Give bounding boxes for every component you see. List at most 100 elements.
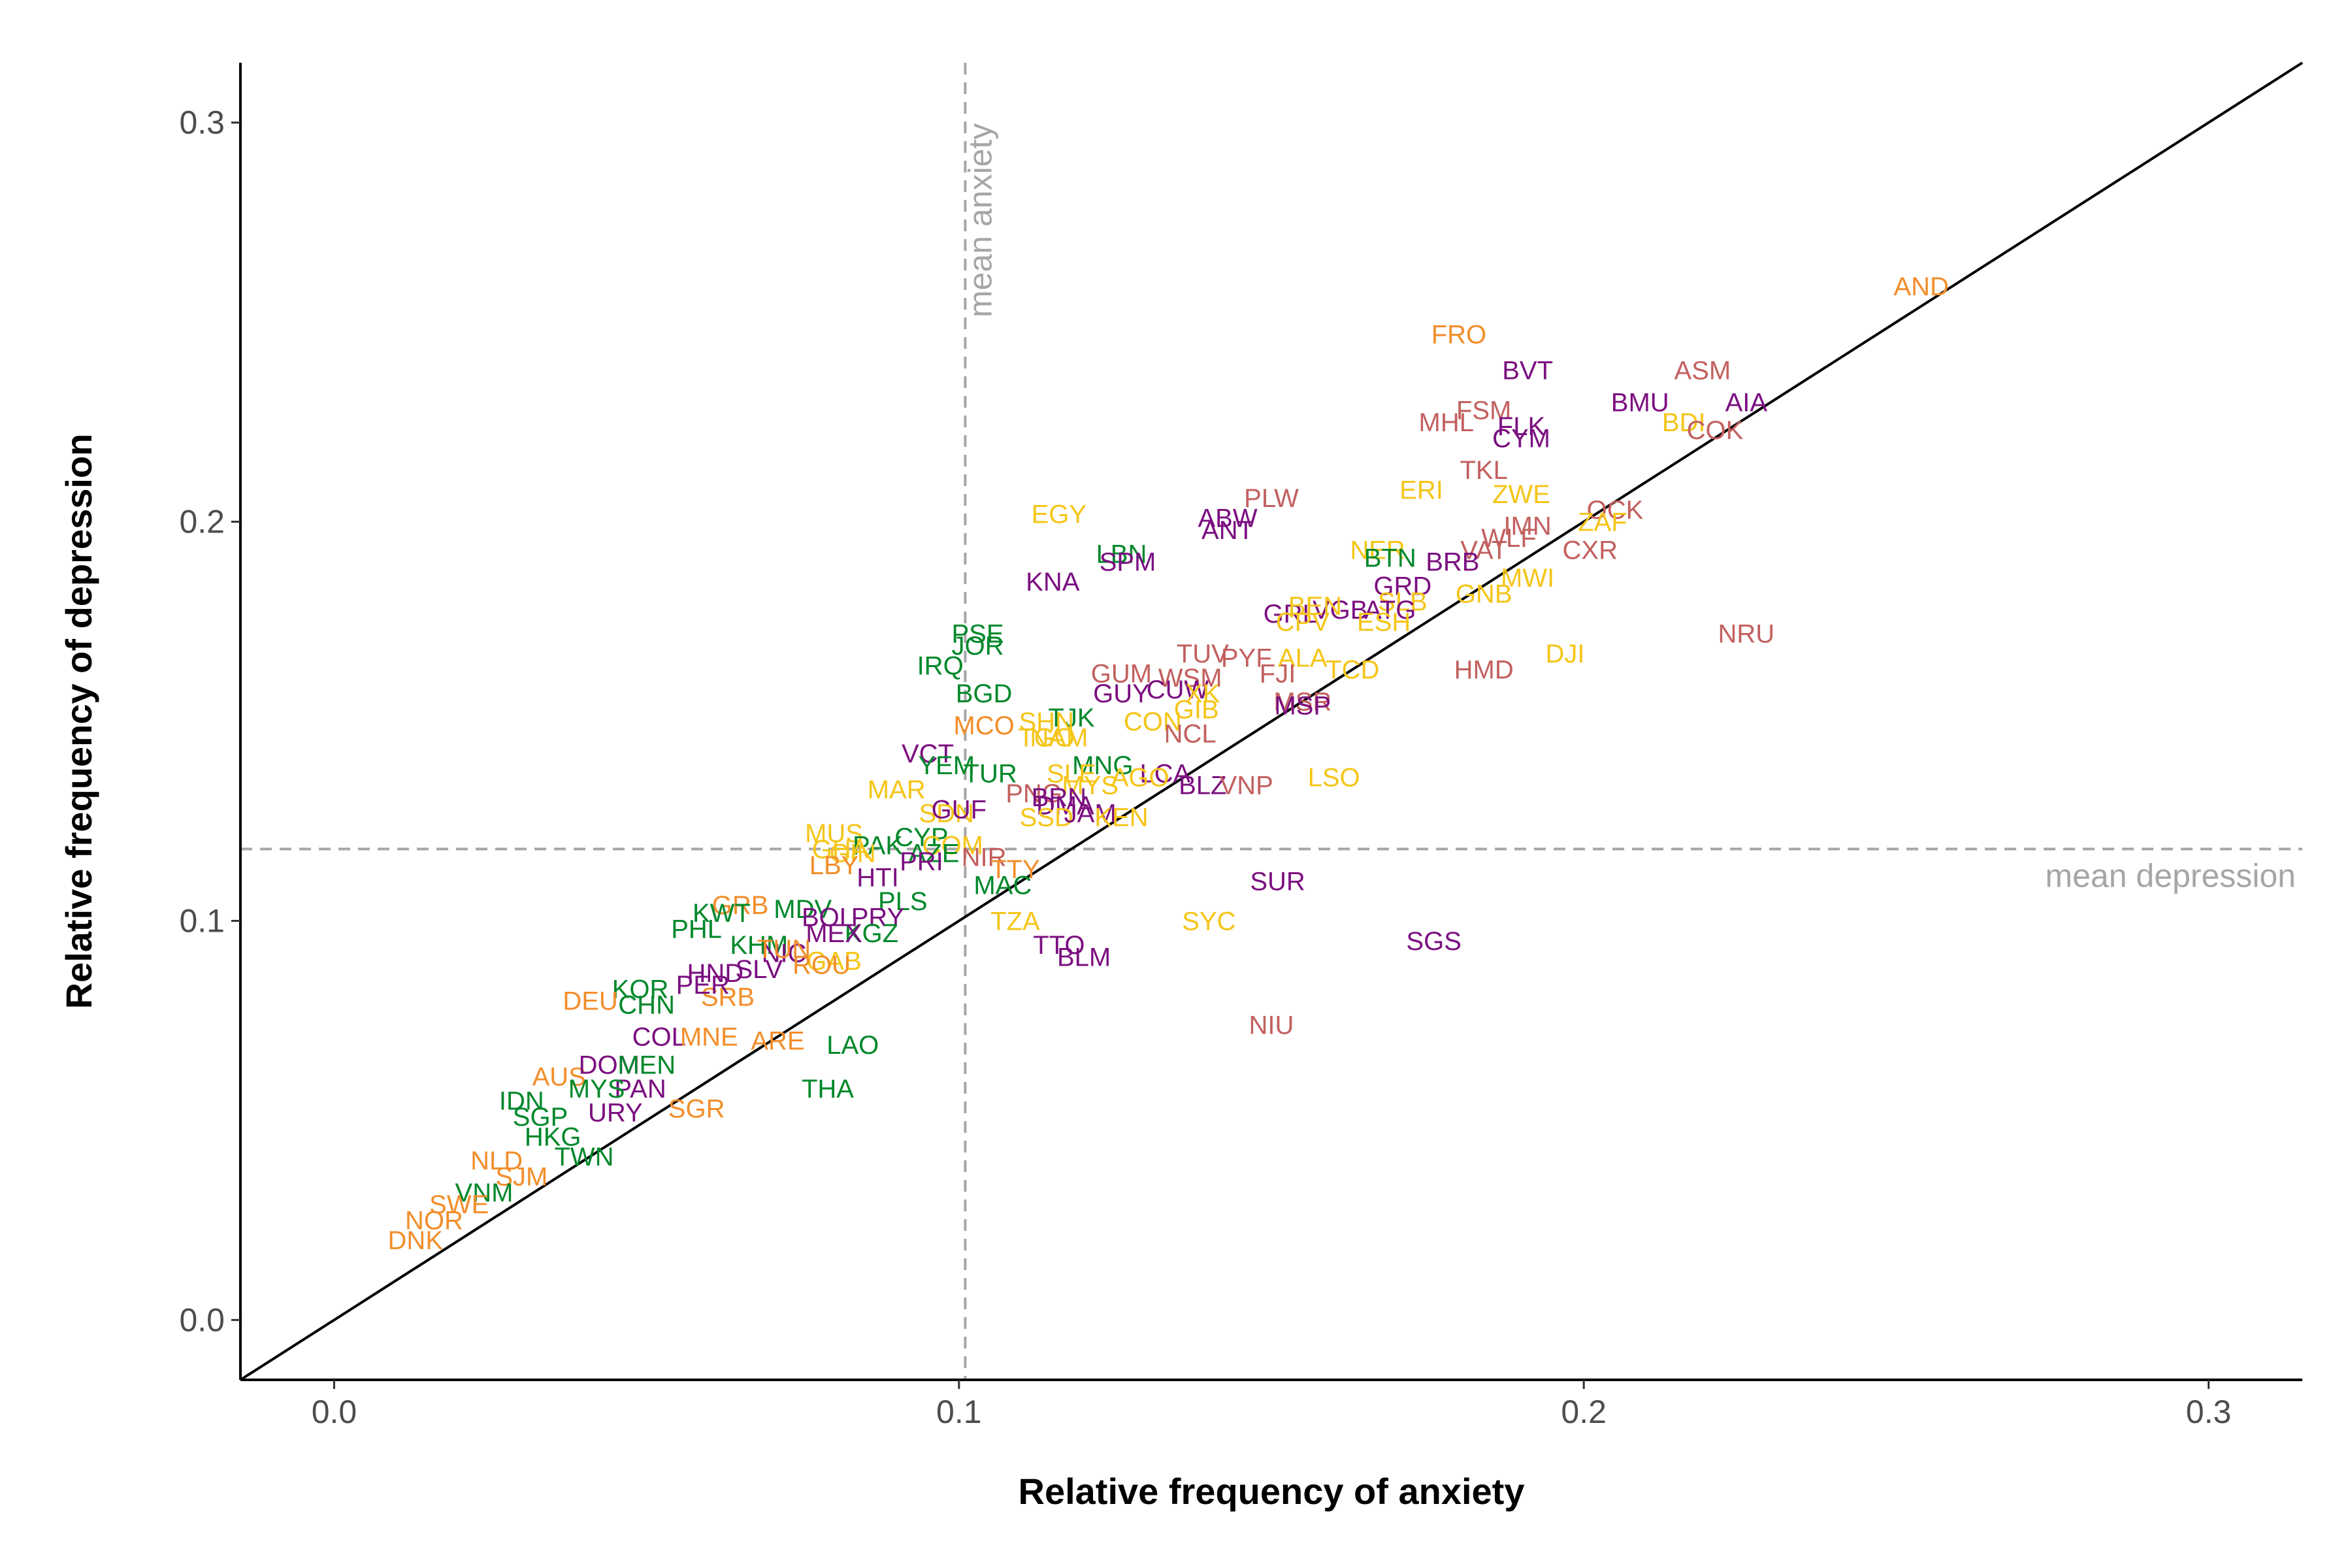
mean-anxiety-label: mean anxiety	[962, 123, 998, 318]
point-label-cym: CYM	[1492, 424, 1550, 453]
point-label-zwe: ZWE	[1492, 480, 1550, 509]
point-label-ssd: SSD	[1020, 804, 1073, 832]
x-tick-label: 0.1	[936, 1394, 982, 1430]
point-label-tza: TZA	[990, 907, 1040, 936]
point-label-png: PNG	[1005, 779, 1062, 808]
point-label-tjk: TJK	[1048, 704, 1094, 732]
point-label-jam: JAM	[1064, 800, 1117, 828]
point-label-imn: IMN	[1503, 512, 1551, 541]
point-label-yem: YEM	[918, 751, 975, 780]
point-label-kor: KOR	[612, 975, 669, 1004]
point-label-rou: ROU	[792, 951, 851, 980]
y-tick-label: 0.0	[179, 1301, 225, 1338]
point-label-lby: LBY	[809, 851, 859, 880]
point-label-aze: AZE	[909, 840, 960, 868]
point-label-kna: KNA	[1026, 568, 1080, 596]
point-label-syc: SYC	[1182, 907, 1235, 936]
point-label-tgo: TGO	[1018, 723, 1075, 752]
point-label-lso: LSO	[1308, 764, 1360, 792]
point-label-mex: MEX	[806, 919, 862, 948]
point-label-mwi: MWI	[1501, 564, 1554, 593]
point-label-aia: AIA	[1725, 388, 1768, 417]
point-label-mco: MCO	[953, 711, 1014, 740]
point-label-tun: TUN	[757, 935, 811, 964]
point-label-gib: GIB	[1174, 696, 1219, 725]
point-label-asm: ASM	[1674, 356, 1731, 385]
point-label-gum: GUM	[1091, 660, 1152, 689]
point-label-mne: MNE	[680, 1023, 738, 1052]
point-label-grl: GRL	[1264, 600, 1317, 629]
point-label-slb: SLB	[1378, 588, 1428, 617]
point-label-vnm: VNM	[455, 1179, 514, 1207]
point-label-gha: GHA	[812, 835, 869, 864]
point-label-and: AND	[1893, 272, 1948, 301]
y-axis-ticks: 0.0 0.1 0.2 0.3	[179, 105, 240, 1338]
y-tick-label: 0.1	[179, 902, 225, 939]
point-label-grb: GRB	[712, 891, 769, 920]
point-label-cok: COK	[1687, 416, 1744, 445]
point-label-flk: FLK	[1497, 412, 1546, 441]
y-axis-title: Relative frequency of depression	[58, 434, 99, 1009]
point-label-fsm: FSM	[1456, 396, 1511, 425]
point-label-vnp: VNP	[1220, 772, 1273, 800]
point-label-pak: PAK	[853, 831, 903, 860]
point-label-dji: DJI	[1545, 640, 1584, 668]
point-label-nir: NIR	[962, 843, 1007, 872]
point-label-sur: SUR	[1250, 867, 1305, 896]
point-label-pls: PLS	[878, 887, 928, 916]
point-label-ben: BEN	[1288, 592, 1342, 621]
point-label-nam: NAM	[1030, 723, 1088, 752]
point-label-twn: TWN	[554, 1143, 613, 1171]
point-label-dma: DMA	[1036, 791, 1094, 820]
point-label-jor: JOR	[952, 632, 1004, 661]
y-tick-label: 0.3	[179, 105, 225, 141]
point-label-nld: NLD	[470, 1147, 523, 1175]
point-label-xk: XK	[1185, 679, 1220, 708]
point-label-msp: MSP	[1274, 692, 1331, 721]
point-label-ury: URY	[588, 1099, 643, 1128]
point-label-pri: PRI	[900, 847, 943, 876]
point-label-are: ARE	[751, 1027, 804, 1056]
point-label-btn: BTN	[1364, 544, 1416, 573]
point-label-blz: BLZ	[1179, 772, 1226, 800]
point-label-chn: CHN	[618, 991, 675, 1020]
point-label-mar: MAR	[868, 776, 926, 804]
point-label-ken: KEN	[1094, 804, 1148, 832]
point-label-sgr: SGR	[668, 1095, 725, 1124]
point-label-tty: TTY	[990, 855, 1040, 884]
point-label-cuw: CUW	[1147, 676, 1209, 704]
point-label-brb: BRB	[1426, 548, 1479, 577]
point-label-hti: HTI	[857, 863, 898, 892]
point-label-gin: GIN	[830, 840, 876, 868]
point-label-atg: ATG	[1364, 596, 1416, 625]
point-label-sgs: SGS	[1406, 927, 1461, 956]
point-label-dnk: DNK	[388, 1226, 444, 1255]
point-label-hkg: HKG	[525, 1122, 581, 1151]
point-label-irq: IRQ	[917, 651, 964, 680]
point-label-con: CON	[1124, 708, 1182, 736]
point-label-spm: SPM	[1100, 548, 1156, 577]
point-label-mdv: MDV	[774, 895, 832, 924]
point-label-grd: GRD	[1373, 572, 1431, 600]
point-label-men: MEN	[617, 1051, 676, 1079]
point-label-sdn: SDN	[919, 800, 973, 828]
point-label-pyf: PYF	[1221, 644, 1272, 672]
point-label-bgd: BGD	[956, 679, 1013, 708]
point-label-bdi: BDI	[1662, 408, 1706, 437]
point-label-mng: MNG	[1072, 751, 1133, 780]
point-label-ago: AGO	[1111, 764, 1169, 792]
point-label-dom: DOM	[579, 1051, 640, 1079]
point-label-lao: LAO	[826, 1031, 879, 1060]
point-label-pan: PAN	[614, 1075, 666, 1103]
point-label-cxr: CXR	[1563, 536, 1618, 564]
point-label-com: COM	[923, 831, 983, 860]
point-label-mys: MYS	[1062, 772, 1119, 800]
point-label-cpv: CPV	[1276, 608, 1330, 636]
point-label-blm: BLM	[1057, 943, 1111, 972]
point-label-idn: IDN	[499, 1086, 544, 1115]
point-label-zaf: ZAF	[1578, 508, 1627, 537]
point-label-esh: ESH	[1357, 608, 1411, 636]
point-label-pry: PRY	[851, 903, 905, 932]
